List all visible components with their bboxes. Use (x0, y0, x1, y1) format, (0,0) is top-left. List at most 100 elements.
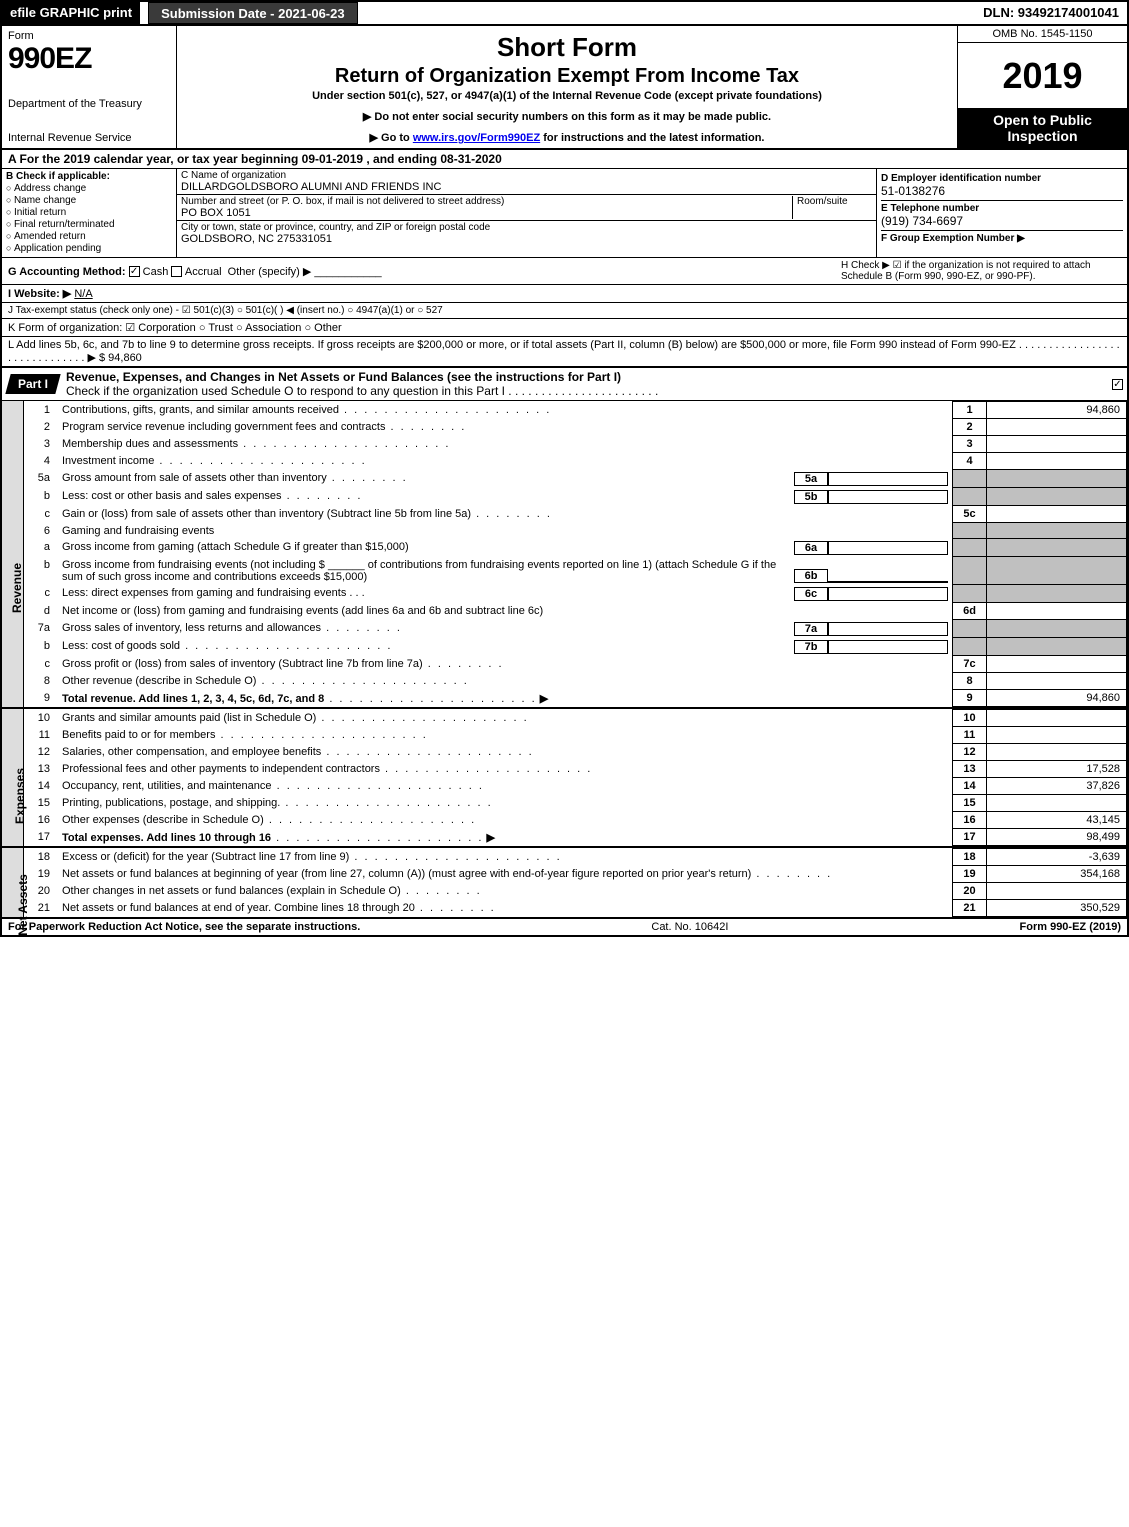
footer-cat: Cat. No. 10642I (360, 921, 1019, 933)
city-value: GOLDSBORO, NC 275331051 (181, 233, 332, 245)
goto-prefix: ▶ Go to (370, 132, 413, 144)
street-label: Number and street (or P. O. box, if mail… (181, 196, 504, 207)
line-18: 18Excess or (deficit) for the year (Subt… (24, 849, 1127, 866)
box-d-e-f: D Employer identification number 51-0138… (877, 169, 1127, 257)
accounting-label: G Accounting Method: (8, 266, 126, 278)
box-b-header: B Check if applicable: (6, 171, 110, 182)
city-row: City or town, state or province, country… (177, 221, 876, 246)
schedule-o-checkbox[interactable] (1112, 378, 1127, 390)
part1-title: Revenue, Expenses, and Changes in Net As… (58, 368, 1112, 400)
room-label: Room/suite (797, 196, 848, 207)
dept-irs: Internal Revenue Service (8, 132, 170, 144)
line-10: 10Grants and similar amounts paid (list … (24, 710, 1127, 727)
line-6c: cLess: direct expenses from gaming and f… (24, 585, 1127, 603)
line-3: 3Membership dues and assessments3 (24, 436, 1127, 453)
line-7b: bLess: cost of goods sold7b (24, 638, 1127, 656)
top-bar: efile GRAPHIC print Submission Date - 20… (2, 2, 1127, 26)
line-6b: bGross income from fundraising events (n… (24, 557, 1127, 585)
line-6a: aGross income from gaming (attach Schedu… (24, 539, 1127, 557)
website-value: N/A (74, 288, 92, 300)
revenue-section: Revenue 1Contributions, gifts, grants, a… (2, 401, 1127, 709)
website-label: I Website: ▶ (8, 287, 71, 300)
org-name-row: C Name of organization DILLARDGOLDSBORO … (177, 169, 876, 195)
line-12: 12Salaries, other compensation, and empl… (24, 744, 1127, 761)
tax-exempt-status: J Tax-exempt status (check only one) - ☑… (8, 305, 443, 316)
cash-label: Cash (143, 266, 169, 278)
chk-final-return[interactable]: Final return/terminated (6, 219, 172, 230)
irs-link[interactable]: www.irs.gov/Form990EZ (413, 132, 540, 144)
page-footer: For Paperwork Reduction Act Notice, see … (2, 919, 1127, 935)
chk-accrual[interactable] (171, 266, 182, 277)
expenses-table: 10Grants and similar amounts paid (list … (24, 709, 1127, 846)
line-5a: 5aGross amount from sale of assets other… (24, 470, 1127, 488)
chk-application-pending[interactable]: Application pending (6, 243, 172, 254)
line-g: G Accounting Method: Cash Accrual Other … (8, 265, 841, 278)
submission-date-button[interactable]: Submission Date - 2021-06-23 (148, 2, 358, 24)
period-line: A For the 2019 calendar year, or tax yea… (2, 150, 1127, 169)
dln-label: DLN: 93492174001041 (975, 2, 1127, 24)
form-990ez: efile GRAPHIC print Submission Date - 20… (0, 0, 1129, 937)
line-20: 20Other changes in net assets or fund ba… (24, 883, 1127, 900)
accrual-label: Accrual (185, 266, 222, 278)
subtitle: Under section 501(c), 527, or 4947(a)(1)… (185, 90, 949, 102)
line-16: 16Other expenses (describe in Schedule O… (24, 812, 1127, 829)
group-row: F Group Exemption Number ▶ (881, 231, 1123, 246)
footer-form: Form 990-EZ (2019) (1020, 921, 1121, 933)
net-assets-table: 18Excess or (deficit) for the year (Subt… (24, 848, 1127, 917)
org-name-label: C Name of organization (181, 170, 286, 181)
group-label: F Group Exemption Number ▶ (881, 233, 1025, 244)
line-4: 4Investment income4 (24, 453, 1127, 470)
form-word: Form (8, 30, 170, 42)
ein-row: D Employer identification number 51-0138… (881, 171, 1123, 201)
line-21: 21Net assets or fund balances at end of … (24, 900, 1127, 917)
efile-print-button[interactable]: efile GRAPHIC print (2, 2, 140, 24)
warning-ssn: ▶ Do not enter social security numbers o… (185, 110, 949, 123)
chk-address-change[interactable]: Address change (6, 183, 172, 194)
org-name: DILLARDGOLDSBORO ALUMNI AND FRIENDS INC (181, 181, 441, 193)
title-short-form: Short Form (185, 32, 949, 63)
line-5b: bLess: cost or other basis and sales exp… (24, 488, 1127, 506)
part1-header: Part I Revenue, Expenses, and Changes in… (2, 368, 1127, 401)
line-g-h: G Accounting Method: Cash Accrual Other … (2, 258, 1127, 285)
line-7c: cGross profit or (loss) from sales of in… (24, 656, 1127, 673)
box-b: B Check if applicable: Address change Na… (2, 169, 177, 257)
line-7a: 7aGross sales of inventory, less returns… (24, 620, 1127, 638)
line-l-text: L Add lines 5b, 6c, and 7b to line 9 to … (8, 339, 1120, 364)
footer-left: For Paperwork Reduction Act Notice, see … (8, 921, 360, 933)
header-middle: Short Form Return of Organization Exempt… (177, 26, 957, 148)
info-grid: B Check if applicable: Address change Na… (2, 169, 1127, 258)
part1-tab: Part I (5, 374, 60, 394)
chk-cash[interactable] (129, 266, 140, 277)
omb-number: OMB No. 1545-1150 (958, 26, 1127, 43)
expenses-section: Expenses 10Grants and similar amounts pa… (2, 709, 1127, 848)
line-6: 6Gaming and fundraising events (24, 523, 1127, 539)
line-17: 17Total expenses. Add lines 10 through 1… (24, 829, 1127, 846)
line-j: J Tax-exempt status (check only one) - ☑… (2, 303, 1127, 319)
street-row: Number and street (or P. O. box, if mail… (177, 195, 876, 221)
open-inspection: Open to Public Inspection (958, 108, 1127, 148)
line-11: 11Benefits paid to or for members11 (24, 727, 1127, 744)
chk-initial-return[interactable]: Initial return (6, 207, 172, 218)
line-15: 15Printing, publications, postage, and s… (24, 795, 1127, 812)
chk-name-change[interactable]: Name change (6, 195, 172, 206)
form-header: Form 990EZ Department of the Treasury In… (2, 26, 1127, 150)
tel-label: E Telephone number (881, 203, 979, 214)
line-9: 9Total revenue. Add lines 1, 2, 3, 4, 5c… (24, 690, 1127, 707)
city-label: City or town, state or province, country… (181, 222, 490, 233)
netassets-side-label: Net Assets (2, 848, 24, 917)
line-6d: dNet income or (loss) from gaming and fu… (24, 603, 1127, 620)
expenses-side-label: Expenses (2, 709, 24, 846)
line-l: L Add lines 5b, 6c, and 7b to line 9 to … (2, 337, 1127, 368)
line-1: 1Contributions, gifts, grants, and simil… (24, 402, 1127, 419)
line-h: H Check ▶ ☑ if the organization is not r… (841, 260, 1121, 282)
line-i: I Website: ▶ N/A (2, 285, 1127, 303)
dept-treasury: Department of the Treasury (8, 98, 170, 110)
line-2: 2Program service revenue including gover… (24, 419, 1127, 436)
chk-amended-return[interactable]: Amended return (6, 231, 172, 242)
tel-value: (919) 734-6697 (881, 214, 963, 228)
ein-value: 51-0138276 (881, 184, 945, 198)
tel-row: E Telephone number (919) 734-6697 (881, 201, 1123, 231)
other-label: Other (specify) ▶ (228, 266, 312, 278)
line-5c: cGain or (loss) from sale of assets othe… (24, 506, 1127, 523)
tax-year: 2019 (958, 43, 1127, 108)
